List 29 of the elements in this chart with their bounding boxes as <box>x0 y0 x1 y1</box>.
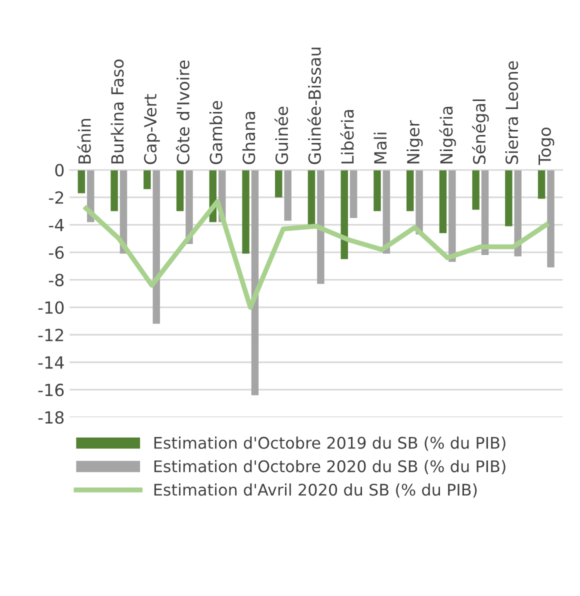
x-tick-label: Guinée-Bissau <box>307 48 321 164</box>
y-tick-label: -6 <box>48 246 64 259</box>
x-tick-label: Mali <box>374 132 387 164</box>
x-tick-label: Sénégal <box>472 99 489 164</box>
x-tick-label: Nigéria <box>439 106 456 164</box>
x-tick-label: Libéria <box>340 110 354 164</box>
y-tick-label: -14 <box>38 356 64 369</box>
line-series <box>84 199 549 310</box>
y-tick-label: 0 <box>55 164 64 176</box>
legend-label: Estimation d'Octobre 2019 du SB (% du PIB) <box>154 436 506 451</box>
x-tick-label: Guinée <box>274 106 288 164</box>
x-tick-label: Gambie <box>209 101 222 164</box>
x-tick-label: Cap-Vert <box>144 94 160 164</box>
x-tick-label: Ghana <box>242 112 256 164</box>
y-tick-label: -4 <box>48 219 64 232</box>
y-tick-label: -10 <box>38 301 64 314</box>
x-tick-label: Sierra Leone <box>505 61 518 164</box>
x-tick-label: Burkina Faso <box>110 60 124 164</box>
y-tick-label: -2 <box>48 191 64 204</box>
y-tick-label: -18 <box>38 411 64 424</box>
y-tick-label: -12 <box>38 328 64 342</box>
legend-label: Estimation d'Avril 2020 du SB (% du PIB) <box>154 483 477 498</box>
x-tick-label: Côte d'Ivoire <box>176 60 190 164</box>
y-tick-label: -8 <box>48 274 64 286</box>
x-tick-label: Bénin <box>77 118 91 164</box>
legend-label: Estimation d'Octobre 2020 du SB (% du PIB) <box>154 460 506 474</box>
y-tick-label: -16 <box>38 384 64 396</box>
x-tick-label: Togo <box>538 128 554 166</box>
x-tick-label: Niger <box>406 120 423 164</box>
